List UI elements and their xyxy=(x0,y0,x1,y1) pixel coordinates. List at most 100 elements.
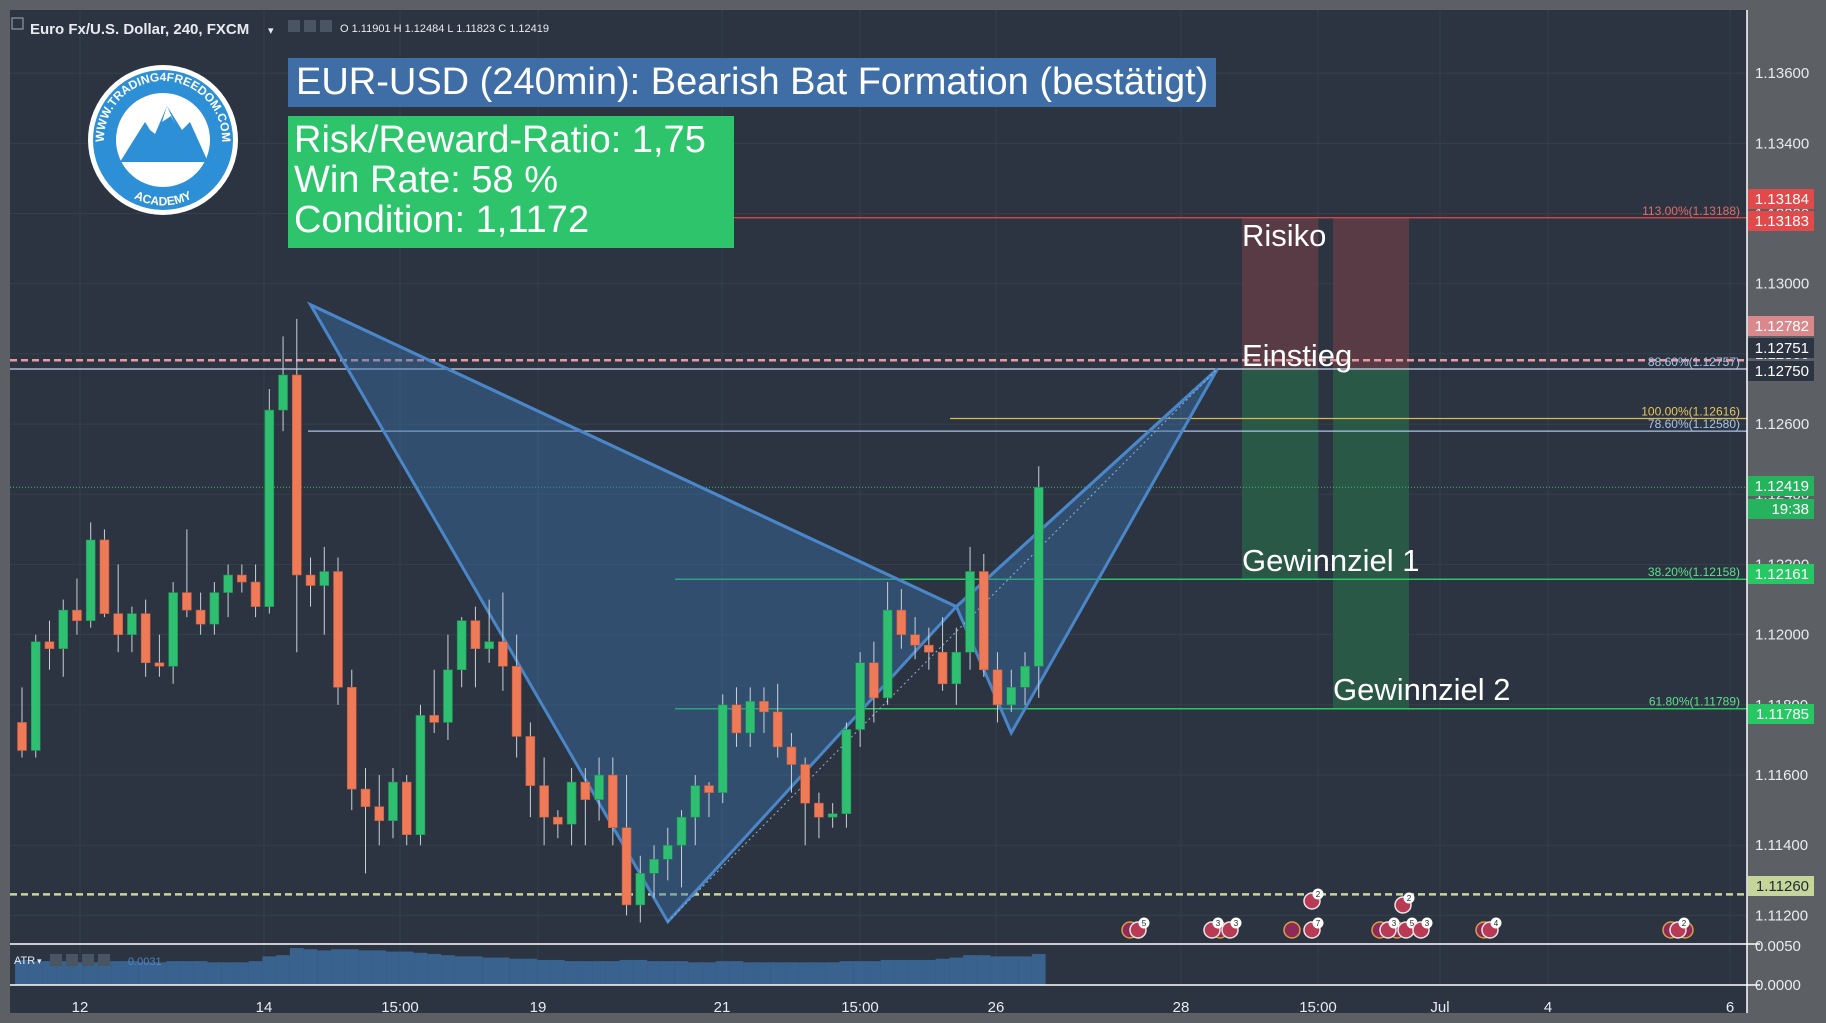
bear-candle xyxy=(182,592,192,611)
atr-settings-icon[interactable] xyxy=(50,954,62,966)
atr-bar xyxy=(56,961,71,985)
atr-bar xyxy=(372,950,387,985)
bull-candle xyxy=(456,620,467,671)
atr-bar xyxy=(1018,956,1032,985)
bull-candle xyxy=(745,701,756,734)
economic-events[interactable]: 5 3 3 2 7 2 3 5 3 4 2 xyxy=(1121,888,1694,939)
atr-bar xyxy=(1004,956,1019,985)
atr-bar xyxy=(386,951,400,985)
atr-bar xyxy=(963,955,977,985)
entry-label: Einstieg xyxy=(1242,338,1353,373)
close-icon[interactable] xyxy=(320,20,332,32)
price-tick: 1.12600 xyxy=(1755,416,1809,433)
atr-bar xyxy=(70,962,84,985)
bear-candle xyxy=(498,641,508,667)
bear-candle xyxy=(759,701,769,713)
svg-text:26: 26 xyxy=(988,999,1005,1016)
svg-text:28: 28 xyxy=(1173,999,1190,1016)
bull-candle xyxy=(635,873,646,906)
atr-bar xyxy=(976,955,991,985)
atr-bar xyxy=(358,950,373,985)
atr-move-icon[interactable] xyxy=(82,954,94,966)
event-count: 7 xyxy=(1316,919,1321,928)
bull-candle xyxy=(965,571,975,653)
svg-text:Jul: Jul xyxy=(1430,999,1449,1016)
price-tick: 1.13600 xyxy=(1755,65,1809,82)
dropdown-icon[interactable]: ▾ xyxy=(268,25,274,37)
risk-label: Risiko xyxy=(1242,218,1327,253)
bull-candle xyxy=(594,774,604,800)
atr-bar xyxy=(784,962,799,985)
bull-candle xyxy=(319,571,330,586)
bull-candle xyxy=(30,641,41,751)
bull-candle xyxy=(168,592,178,667)
atr-bar xyxy=(427,953,442,985)
bear-candle xyxy=(910,634,920,646)
atr-dropdown-icon[interactable]: ▾ xyxy=(37,956,42,966)
bear-candle xyxy=(470,620,481,650)
atr-bar xyxy=(441,955,455,985)
price-badge xyxy=(1748,211,1814,231)
settings-icon[interactable] xyxy=(288,20,300,32)
event-flag-icon xyxy=(1283,921,1301,939)
atr-label[interactable]: ATR xyxy=(14,955,35,967)
atr-bar xyxy=(125,961,139,985)
visibility-icon[interactable] xyxy=(304,20,316,32)
profit-zone-2 xyxy=(1333,369,1409,709)
price-badge xyxy=(1748,704,1814,724)
atr-tick: 0.0000 xyxy=(1755,977,1801,994)
atr-bar xyxy=(798,962,813,985)
svg-text:19: 19 xyxy=(530,999,547,1016)
atr-bar xyxy=(523,958,538,985)
atr-bar xyxy=(344,949,359,985)
atr-bar xyxy=(633,959,648,985)
atr-bar xyxy=(289,948,304,985)
bear-candle xyxy=(937,651,948,685)
bear-candle xyxy=(553,816,563,825)
event-count: 3 xyxy=(1216,919,1221,928)
fib-levels xyxy=(10,217,1747,896)
atr-bar xyxy=(921,959,936,985)
price-badge xyxy=(1748,361,1814,381)
collapse-icon[interactable] xyxy=(11,17,24,30)
price-badge-text: 1.12751 xyxy=(1755,340,1809,357)
atr-bar xyxy=(812,962,826,985)
atr-bar xyxy=(839,961,854,985)
event-count: 5 xyxy=(1410,919,1415,928)
condition-value: Condition: 1,1172 xyxy=(294,199,590,241)
bear-candle xyxy=(786,746,797,765)
atr-bar xyxy=(757,962,771,985)
bear-candle xyxy=(992,669,1003,706)
atr-bar xyxy=(28,961,43,985)
target1-label: Gewinnziel 1 xyxy=(1242,543,1420,578)
atr-bar xyxy=(825,962,840,985)
bear-candle xyxy=(291,374,302,576)
price-badge-text: 1.12161 xyxy=(1755,566,1809,583)
bear-candle xyxy=(99,539,110,614)
trade-stats-box: Risk/Reward-Ratio: 1,75 Win Rate: 58 % C… xyxy=(288,116,734,248)
bear-candle xyxy=(305,574,316,586)
bull-candle xyxy=(223,574,233,593)
svg-text:15:00: 15:00 xyxy=(381,999,419,1016)
time-axis: 12 14 15:00 19 21 15:00 26 28 15:00 Jul … xyxy=(72,999,1735,1016)
atr-close-icon[interactable] xyxy=(98,954,110,966)
atr-bar xyxy=(221,962,235,985)
atr-visibility-icon[interactable] xyxy=(66,954,78,966)
svg-text:4: 4 xyxy=(1544,999,1552,1016)
bear-candle xyxy=(608,774,618,828)
logo-text-bottom: ACADEMY xyxy=(133,188,194,208)
bull-candle xyxy=(388,781,398,821)
risk-zone-1 xyxy=(1242,217,1318,370)
atr-bar xyxy=(482,957,496,985)
symbol-title[interactable]: Euro Fx/U.S. Dollar, 240, FXCM xyxy=(30,21,249,38)
event-count-badge xyxy=(1138,917,1150,929)
bear-candle xyxy=(237,574,247,583)
atr-bar xyxy=(234,962,249,985)
bear-candle xyxy=(978,571,989,671)
atr-tick: 0.0050 xyxy=(1755,938,1801,955)
atr-bar xyxy=(688,962,703,985)
atr-bar xyxy=(42,961,57,985)
atr-bar xyxy=(729,961,744,985)
atr-bar xyxy=(97,961,112,985)
